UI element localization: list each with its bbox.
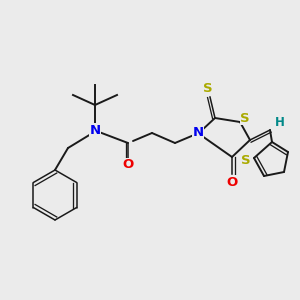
- Text: O: O: [226, 176, 238, 188]
- Text: N: N: [89, 124, 100, 136]
- Text: H: H: [275, 116, 285, 128]
- Text: S: S: [203, 82, 213, 95]
- Text: S: S: [241, 154, 251, 166]
- Text: N: N: [192, 127, 204, 140]
- Text: S: S: [240, 112, 250, 124]
- Text: O: O: [122, 158, 134, 172]
